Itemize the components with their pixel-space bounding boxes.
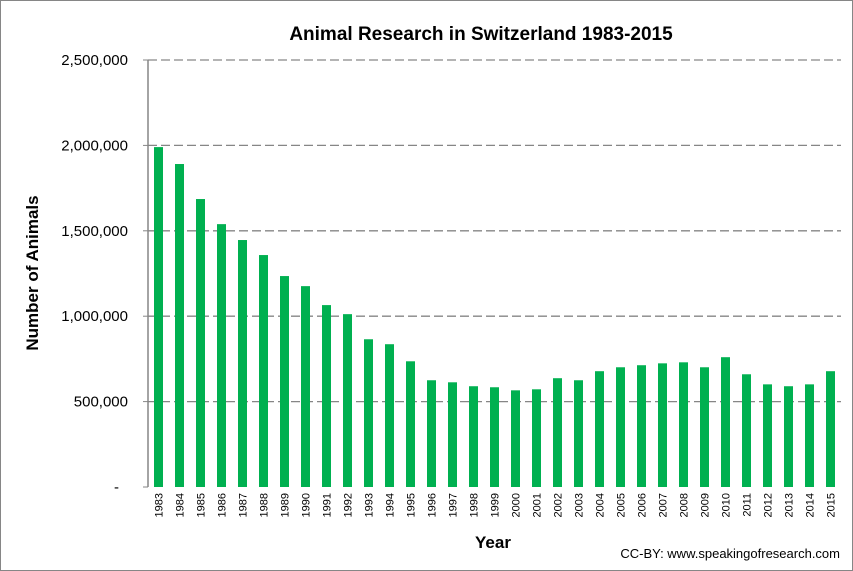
x-tick-label: 2001: [532, 493, 544, 517]
x-tick-label: 1986: [217, 493, 229, 517]
y-tick-label: 2,500,000: [61, 52, 128, 69]
bar-2012: [763, 384, 772, 487]
bar-1991: [322, 305, 331, 487]
bar-2011: [742, 374, 751, 487]
x-tick-label: 1985: [196, 493, 208, 517]
x-tick-label: 1997: [448, 493, 460, 517]
x-tick-label: 1988: [259, 493, 271, 517]
x-tick-label: 2008: [679, 493, 691, 517]
bar-1990: [301, 286, 310, 487]
y-axis-label: Number of Animals: [23, 195, 42, 350]
x-tick-label: 2002: [553, 493, 565, 517]
bar-1997: [448, 382, 457, 487]
bar-2014: [805, 384, 814, 487]
y-tick-label: 1,500,000: [61, 223, 128, 240]
x-tick-label: 2003: [574, 493, 586, 517]
y-tick-label: 2,000,000: [61, 137, 128, 154]
x-tick-label: 1998: [469, 493, 481, 517]
y-tick-label: 1,000,000: [61, 308, 128, 325]
x-tick-label: 2011: [742, 493, 754, 517]
y-tick-label: 500,000: [74, 394, 128, 411]
bar-1987: [238, 240, 247, 487]
bar-1998: [469, 386, 478, 487]
x-tick-label: 1994: [385, 493, 397, 517]
bar-2015: [826, 371, 835, 487]
x-tick-label: 2005: [616, 493, 628, 517]
bar-2001: [532, 389, 541, 487]
x-tick-label: 2007: [658, 493, 670, 517]
x-tick-label: 1989: [280, 493, 292, 517]
x-tick-label: 1987: [238, 493, 250, 517]
y-tick-label: -: [114, 479, 119, 496]
bar-2005: [616, 367, 625, 487]
x-tick-label: 2010: [721, 493, 733, 517]
x-tick-label: 2013: [784, 493, 796, 517]
bar-1988: [259, 255, 268, 487]
bar-2000: [511, 390, 520, 487]
bar-2002: [553, 378, 562, 487]
x-tick-label: 2014: [805, 493, 817, 517]
bar-2013: [784, 386, 793, 487]
x-tick-label: 1983: [154, 493, 166, 517]
x-tick-label: 2009: [700, 493, 712, 517]
bar-1983: [154, 147, 163, 487]
x-tick-label: 1992: [343, 493, 355, 517]
bar-1985: [196, 199, 205, 488]
x-tick-label: 2015: [826, 493, 838, 517]
bar-1994: [385, 344, 394, 487]
x-tick-label: 1993: [364, 493, 376, 517]
bar-1992: [343, 314, 352, 487]
x-tick-label: 1984: [175, 493, 187, 517]
x-tick-label: 2004: [595, 493, 607, 517]
bar-1989: [280, 276, 289, 487]
credit-text: CC-BY: www.speakingofresearch.com: [620, 546, 840, 561]
bar-1996: [427, 380, 436, 487]
bar-2008: [679, 362, 688, 487]
x-tick-label: 1995: [406, 493, 418, 517]
bar-2009: [700, 367, 709, 487]
bar-2004: [595, 371, 604, 487]
x-tick-label: 1999: [490, 493, 502, 517]
x-tick-label: 2012: [763, 493, 775, 517]
bar-1984: [175, 164, 184, 487]
bar-2003: [574, 380, 583, 487]
x-tick-label: 2000: [511, 493, 523, 517]
bar-2010: [721, 357, 730, 487]
bar-1995: [406, 361, 415, 487]
chart-title: Animal Research in Switzerland 1983-2015: [289, 24, 673, 45]
x-tick-label: 1990: [301, 493, 313, 517]
x-tick-label: 1991: [322, 493, 334, 517]
bar-2007: [658, 363, 667, 487]
bar-1999: [490, 387, 499, 487]
bar-1986: [217, 224, 226, 487]
x-tick-label: 1996: [427, 493, 439, 517]
bar-2006: [637, 365, 646, 487]
bar-1993: [364, 339, 373, 487]
x-tick-label: 2006: [637, 493, 649, 517]
x-axis-label: Year: [475, 533, 511, 552]
